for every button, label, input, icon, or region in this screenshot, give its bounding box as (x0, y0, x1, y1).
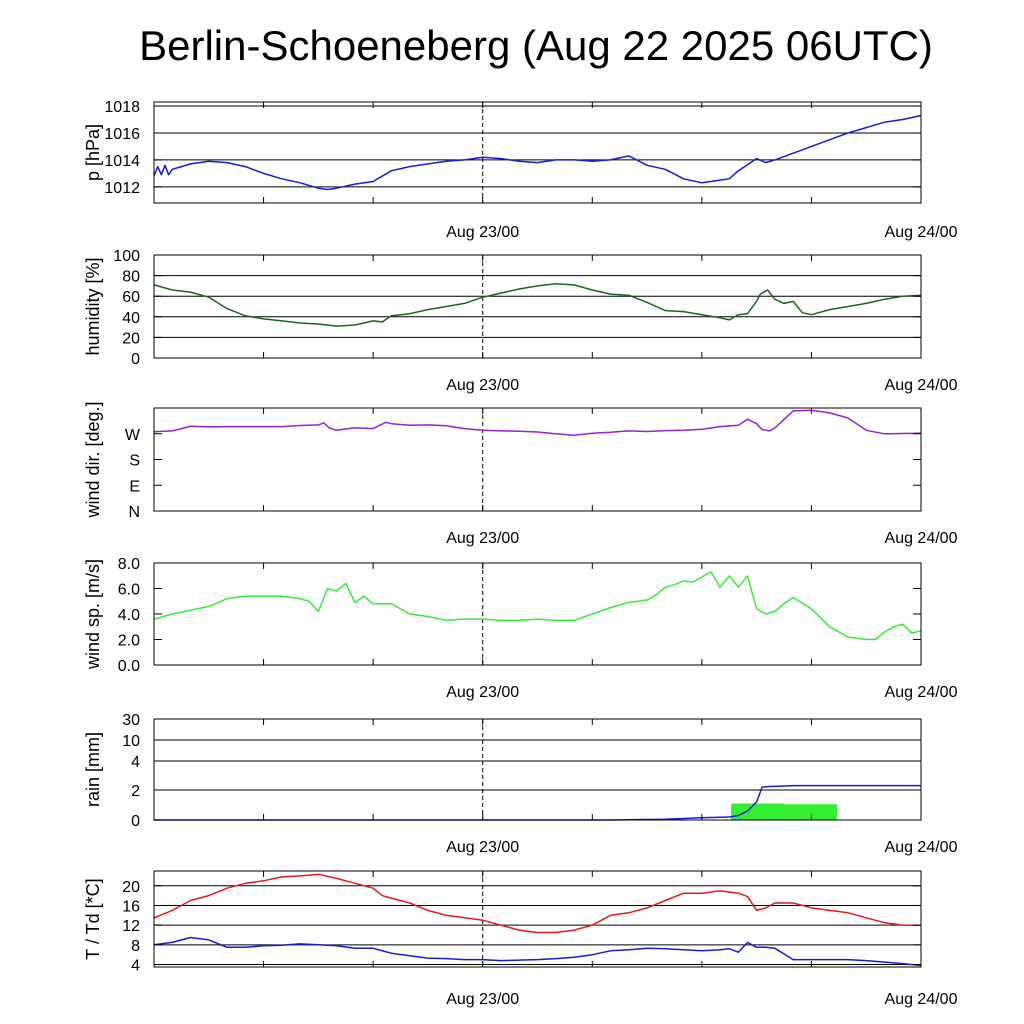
x-tick-label: Aug 24/00 (885, 991, 958, 1008)
x-tick-label: Aug 24/00 (885, 377, 958, 394)
y-tick-label: 20 (122, 879, 140, 896)
y-axis-label: wind dir. [deg.] (83, 401, 103, 518)
y-tick-label: 0 (131, 351, 140, 368)
y-tick-label: 100 (113, 248, 140, 265)
y-tick-label: 2.0 (118, 633, 140, 650)
plot-frame (153, 562, 922, 666)
x-tick-label: Aug 23/00 (446, 224, 519, 241)
y-tick-label: 1016 (104, 126, 140, 143)
rain-bar (731, 803, 785, 820)
series-line-t (153, 873, 921, 934)
y-tick-label: 12 (122, 918, 140, 935)
y-tick-label: 1018 (104, 99, 140, 116)
panel-6: 4 8 12 16 20 Aug 23/00 Aug 24/00 T / Td [*C] (83, 870, 958, 1008)
x-tick-label: Aug 24/00 (885, 224, 958, 241)
plot-frame (153, 101, 922, 204)
y-tick-label: S (129, 453, 140, 470)
y-tick-label: 0.0 (118, 658, 140, 675)
series-line-td (153, 936, 922, 967)
x-tick-label: Aug 24/00 (885, 684, 958, 701)
series-line (153, 283, 922, 327)
y-axis-label: humidity [%] (83, 257, 103, 355)
y-tick-label: 60 (122, 289, 140, 306)
y-tick-label: 4 (131, 958, 140, 975)
y-tick-label: N (128, 504, 140, 521)
y-tick-label: W (125, 427, 141, 444)
y-tick-label: 40 (122, 310, 140, 327)
x-tick-label: Aug 23/00 (446, 684, 519, 701)
y-tick-label: 16 (122, 898, 140, 915)
x-tick-label: Aug 23/00 (446, 991, 519, 1008)
plot-frame (153, 407, 922, 512)
y-tick-label: 10 (122, 733, 140, 750)
x-tick-label: Aug 23/00 (446, 839, 519, 856)
y-tick-label: 30 (122, 712, 140, 729)
y-tick-label: 1012 (104, 180, 140, 197)
x-tick-label: Aug 24/00 (885, 839, 958, 856)
rain-bar (784, 804, 837, 820)
y-axis-label: T / Td [*C] (83, 878, 103, 959)
chart-title: Berlin-Schoeneberg (Aug 22 2025 06UTC) (139, 22, 933, 69)
y-axis-label: p [hPa] (83, 124, 103, 181)
panel-5: 0 2 4 10 30 Aug 23/00 Aug 24/00 rain [mm] (83, 712, 958, 856)
y-tick-label: 4 (131, 754, 140, 771)
plot-frame (153, 718, 922, 821)
y-tick-label: 6.0 (118, 582, 140, 599)
y-tick-label: 80 (122, 269, 140, 286)
plot-frame (153, 870, 922, 968)
x-tick-label: Aug 23/00 (446, 377, 519, 394)
y-tick-label: 1014 (104, 153, 140, 170)
y-tick-label: 2 (131, 783, 140, 800)
y-axis-label: wind sp. [m/s] (83, 559, 103, 670)
plot-frame (153, 254, 922, 359)
panel-2: 0 20 40 60 80 100 Aug 23/00 Aug 24/00 humidity [… (83, 248, 958, 394)
series-line (153, 571, 922, 641)
x-tick-label: Aug 23/00 (446, 530, 519, 547)
series-line (153, 409, 922, 436)
y-tick-label: 20 (122, 330, 140, 347)
panel-4: 0.0 2.0 4.0 6.0 8.0 Aug 23/00 Aug 24/00 wind sp… (83, 556, 958, 701)
y-tick-label: 0 (131, 813, 140, 830)
y-tick-label: 8 (131, 938, 140, 955)
y-tick-label: 4.0 (118, 607, 140, 624)
panel-1: 1012 1014 1016 1018 Aug 23/00 Aug 24/00 p [hPa… (83, 99, 958, 241)
x-tick-label: Aug 24/00 (885, 530, 958, 547)
y-tick-label: 8.0 (118, 556, 140, 573)
series-line (153, 114, 922, 191)
y-axis-label: rain [mm] (83, 732, 103, 807)
y-tick-label: E (129, 478, 140, 495)
